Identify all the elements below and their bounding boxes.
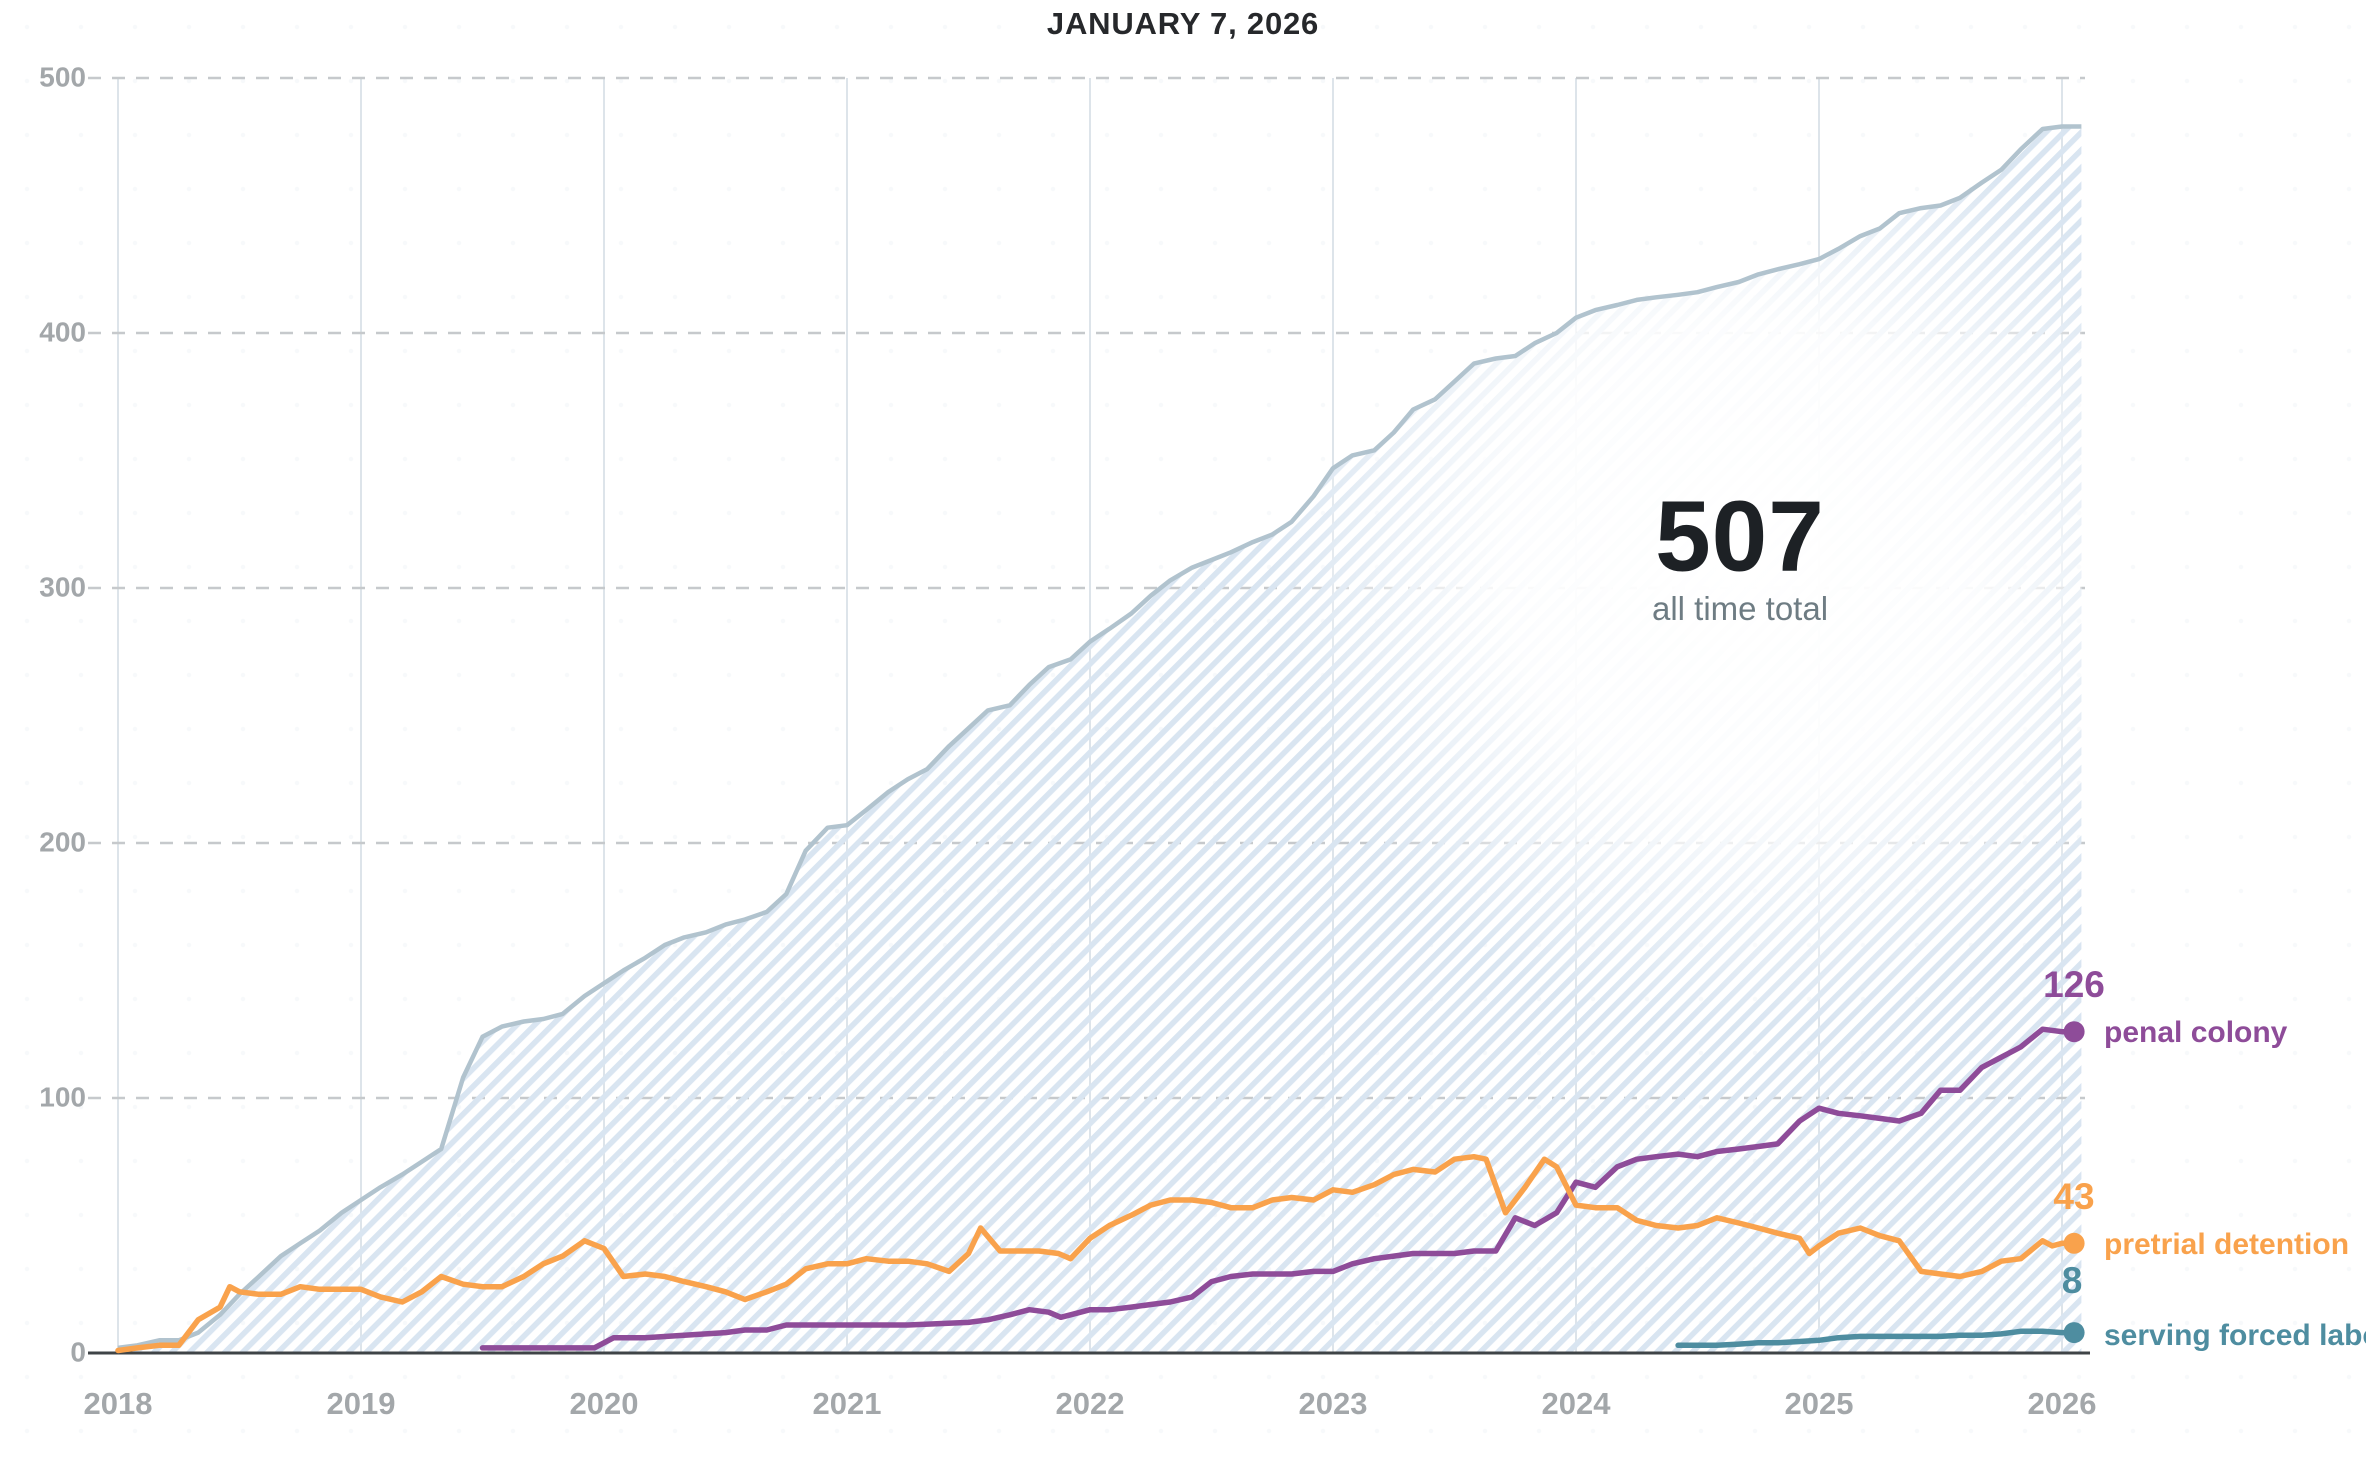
chart-title: JANUARY 7, 2026 <box>1046 6 1320 41</box>
x-tick-label: 2021 <box>812 1386 882 1421</box>
x-tick-label: 2025 <box>1784 1386 1854 1421</box>
serving-forced-labor-end-value: 8 <box>2061 1260 2083 1301</box>
penal_colony-line <box>479 1026 2077 1351</box>
all-time-total-value: 507 <box>1655 480 1825 593</box>
y-tick-label: 400 <box>39 316 86 348</box>
y-tick-label: 300 <box>39 571 86 603</box>
pretrial_detention-end-dot <box>2063 1232 2085 1254</box>
pretrial-detention-end-value: 43 <box>2053 1176 2095 1217</box>
x-tick-label: 2019 <box>326 1386 396 1421</box>
serving_forced_labor-line <box>1675 1328 2077 1349</box>
y-tick-label: 100 <box>39 1081 86 1113</box>
total-line <box>117 124 2082 1351</box>
x-tick-label: 2020 <box>569 1386 639 1421</box>
y-tick-label: 500 <box>39 61 86 93</box>
x-tick-label: 2023 <box>1298 1386 1368 1421</box>
all-time-total-label: all time total <box>1651 590 1829 627</box>
penal-colony-label: penal colony <box>2104 1016 2288 1049</box>
pretrial-detention-label: pretrial detention <box>2104 1228 2350 1261</box>
y-tick-label: 0 <box>70 1336 86 1368</box>
x-tick-label: 2022 <box>1055 1386 1125 1421</box>
serving_forced_labor-end-dot <box>2063 1322 2085 1344</box>
penal_colony-end-dot <box>2063 1021 2085 1043</box>
y-tick-label: 200 <box>39 826 86 858</box>
x-tick-label: 2018 <box>83 1386 153 1421</box>
x-tick-label: 2026 <box>2027 1386 2097 1421</box>
serving-forced-labor-label: serving forced labor <box>2104 1319 2366 1352</box>
penal-colony-end-value: 126 <box>2043 964 2105 1005</box>
pretrial_detention-line <box>115 1153 2077 1354</box>
x-tick-label: 2024 <box>1541 1386 1611 1421</box>
